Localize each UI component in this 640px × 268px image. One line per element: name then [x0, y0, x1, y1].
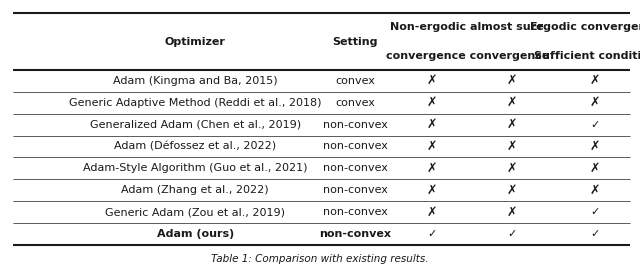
Text: ✗: ✗ — [590, 96, 600, 109]
Text: ✓: ✓ — [591, 120, 600, 129]
Text: ✗: ✗ — [427, 206, 437, 219]
Text: non-convex: non-convex — [323, 120, 388, 129]
Text: ✗: ✗ — [427, 140, 437, 153]
Text: Adam-Style Algorithm (Guo et al., 2021): Adam-Style Algorithm (Guo et al., 2021) — [83, 163, 307, 173]
Text: Adam (ours): Adam (ours) — [157, 229, 234, 239]
Text: ✗: ✗ — [507, 184, 517, 197]
Text: Table 1: Comparison with existing results.: Table 1: Comparison with existing result… — [211, 254, 429, 265]
Text: ✓: ✓ — [591, 207, 600, 217]
Text: ✗: ✗ — [590, 140, 600, 153]
Text: Adam (Défossez et al., 2022): Adam (Défossez et al., 2022) — [114, 142, 276, 151]
Text: ✓: ✓ — [508, 229, 516, 239]
Text: ✗: ✗ — [507, 96, 517, 109]
Text: ✗: ✗ — [427, 162, 437, 175]
Text: ✗: ✗ — [507, 206, 517, 219]
Text: Adam (Kingma and Ba, 2015): Adam (Kingma and Ba, 2015) — [113, 76, 278, 86]
Text: ✗: ✗ — [427, 184, 437, 197]
Text: Ergodic convergence: Ergodic convergence — [530, 22, 640, 32]
Text: non-convex: non-convex — [323, 185, 388, 195]
Text: Adam (Zhang et al., 2022): Adam (Zhang et al., 2022) — [122, 185, 269, 195]
Text: convergence convergence: convergence convergence — [385, 51, 549, 61]
Text: convex: convex — [335, 76, 375, 86]
Text: non-convex: non-convex — [323, 163, 388, 173]
Text: Sufficient condition: Sufficient condition — [534, 51, 640, 61]
Text: Non-ergodic almost sure: Non-ergodic almost sure — [390, 22, 544, 32]
Text: non-convex: non-convex — [319, 229, 391, 239]
Text: ✗: ✗ — [507, 140, 517, 153]
Text: ✗: ✗ — [427, 118, 437, 131]
Text: Generic Adaptive Method (Reddi et al., 2018): Generic Adaptive Method (Reddi et al., 2… — [69, 98, 321, 107]
Text: Setting: Setting — [332, 36, 378, 47]
Text: ✓: ✓ — [591, 229, 600, 239]
Text: ✗: ✗ — [590, 184, 600, 197]
Text: ✗: ✗ — [427, 96, 437, 109]
Text: non-convex: non-convex — [323, 142, 388, 151]
Text: ✗: ✗ — [590, 162, 600, 175]
Text: ✗: ✗ — [590, 74, 600, 87]
Text: Optimizer: Optimizer — [164, 36, 226, 47]
Text: Generalized Adam (Chen et al., 2019): Generalized Adam (Chen et al., 2019) — [90, 120, 301, 129]
Text: ✗: ✗ — [427, 74, 437, 87]
Text: ✗: ✗ — [507, 162, 517, 175]
Text: ✗: ✗ — [507, 74, 517, 87]
Text: convex: convex — [335, 98, 375, 107]
Text: Generic Adam (Zou et al., 2019): Generic Adam (Zou et al., 2019) — [105, 207, 285, 217]
Text: non-convex: non-convex — [323, 207, 388, 217]
Text: ✓: ✓ — [428, 229, 436, 239]
Text: ✗: ✗ — [507, 118, 517, 131]
